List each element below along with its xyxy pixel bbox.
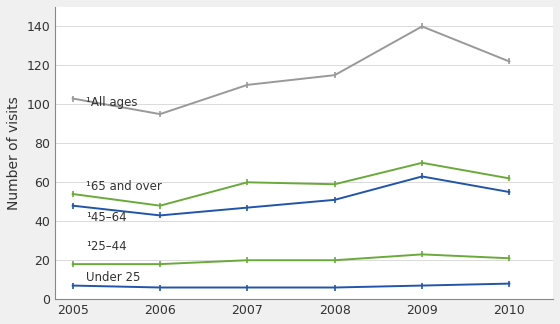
Text: ¹45–64: ¹45–64 [86,211,127,224]
Text: ¹65 and over: ¹65 and over [86,180,162,193]
Y-axis label: Number of visits: Number of visits [7,96,21,210]
Text: ¹All ages: ¹All ages [86,96,137,109]
Text: ¹25–44: ¹25–44 [86,240,127,253]
Text: Under 25: Under 25 [86,271,140,284]
